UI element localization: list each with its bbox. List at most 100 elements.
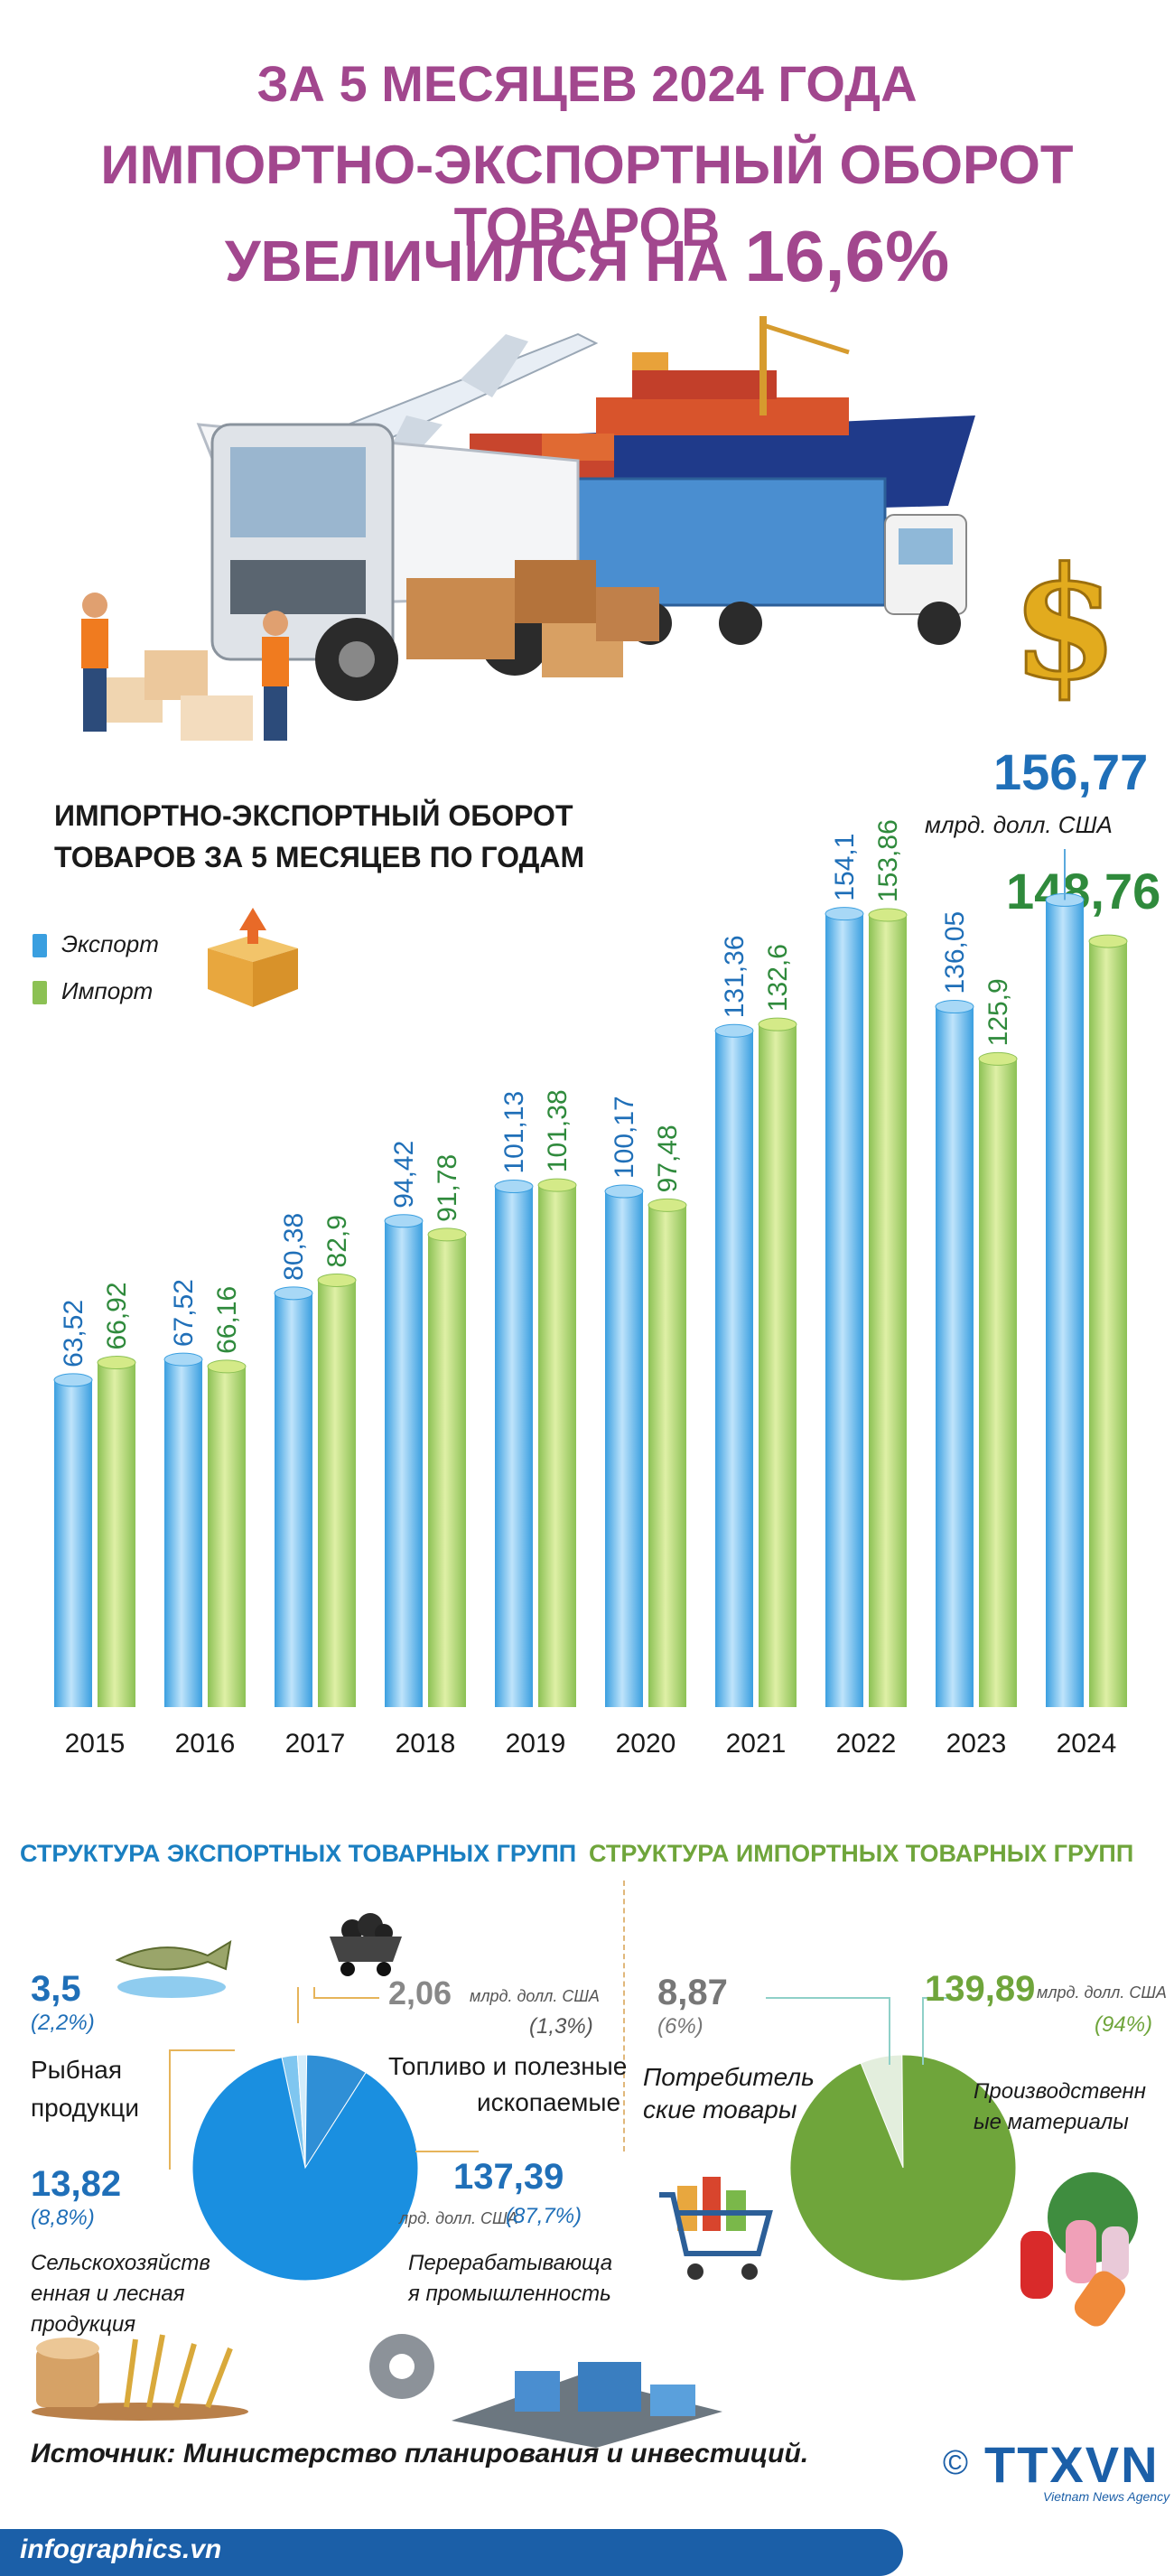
chart-title: ИМПОРТНО-ЭКСПОРТНЫЙ ОБОРОТ ТОВАРОВ ЗА 5 … [54, 799, 585, 873]
agri-label-3: продукция [31, 2312, 136, 2337]
data-label-import-2016: 66,16 [212, 1286, 242, 1354]
export-pie-slice-3 [191, 2057, 419, 2282]
thread-spools-icon [1020, 2172, 1138, 2327]
hero-illustration: $ [81, 316, 1120, 741]
bar-import-2017 [318, 1280, 356, 1707]
logo-subtitle: Vietnam News Agency [1043, 2489, 1170, 2504]
import-pie-slice-1 [789, 2054, 1017, 2282]
svg-text:$: $ [1011, 534, 1118, 714]
bar-cap-import-2017 [317, 1273, 357, 1287]
data-label-import-2022: 153,86 [873, 819, 903, 902]
site-link[interactable]: infographics.vn [20, 2534, 222, 2564]
bar-cap-import-2020 [648, 1198, 687, 1212]
data-label-export-2017: 80,38 [279, 1213, 309, 1281]
factory-icon [369, 2334, 722, 2448]
data-label-import-2017: 82,9 [322, 1215, 352, 1267]
x-tick-2018: 2018 [396, 1729, 456, 1759]
dollar-icon: $ [1011, 533, 1120, 716]
data-label-export-2022: 154,1 [830, 834, 860, 901]
container-truck-icon [540, 477, 967, 645]
x-tick-2017: 2017 [285, 1729, 346, 1759]
data-label-export-2018: 94,42 [389, 1141, 419, 1209]
bar-cap-import-2023 [978, 1051, 1018, 1066]
pie-charts [169, 1987, 1017, 2282]
bar-import-2015 [98, 1362, 135, 1707]
x-tick-2015: 2015 [65, 1729, 126, 1759]
data-label-export-2021: 131,36 [720, 935, 750, 1018]
title-line-3: УВЕЛИЧИЛСЯ НА 16,6% [0, 215, 1174, 298]
cons-label-2: ские товары [643, 2095, 797, 2123]
data-label-import-2023: 125,9 [983, 978, 1013, 1046]
import-leader-cons [766, 1997, 890, 2065]
bar-export-2021 [715, 1031, 753, 1707]
bar-cap-export-2021 [714, 1023, 754, 1038]
legend-label-import: Импорт [61, 977, 154, 1004]
fish-icon [115, 1940, 232, 1998]
cons-pct: (6%) [657, 2014, 703, 2039]
x-tick-2020: 2020 [616, 1729, 676, 1759]
open-box-icon [208, 908, 298, 1007]
legend-export: Экспорт [33, 930, 159, 958]
bar-export-2019 [495, 1186, 533, 1707]
title-line-2: ИМПОРТНО-ЭКСПОРТНЫЙ ОБОРОТ ТОВАРОВ [100, 135, 1074, 257]
legend-swatch-export [33, 934, 47, 958]
bar-export-2016 [164, 1359, 202, 1707]
import-structure-title: СТРУКТУРА ИМПОРТНЫХ ТОВАРНЫХ ГРУПП [589, 1840, 1134, 1867]
export-structure-title: СТРУКТУРА ЭКСПОРТНЫХ ТОВАРНЫХ ГРУПП [20, 1840, 577, 1867]
bar-cap-import-2024 [1088, 934, 1128, 948]
bar-export-2023 [936, 1006, 974, 1707]
worker-icon [81, 593, 289, 741]
section-divider [623, 1881, 625, 2151]
bar-cap-export-2018 [384, 1214, 424, 1228]
bar-import-2016 [208, 1366, 246, 1707]
proc-label-2: я промышленность [408, 2282, 611, 2306]
bar-import-2019 [538, 1185, 576, 1707]
proc-pct: (87,7%) [506, 2204, 582, 2228]
proc-unit: лрд. долл. США [399, 2209, 518, 2227]
data-label-import-2021: 132,6 [763, 944, 793, 1012]
copyright-symbol: © [943, 2444, 968, 2482]
data-label-export-2016: 67,52 [169, 1279, 199, 1347]
prod-value: 139,89 [925, 1969, 1036, 2009]
data-label-export-2019: 101,13 [499, 1091, 529, 1174]
x-tick-2021: 2021 [726, 1729, 787, 1759]
fuel-label-2: ископаемые [477, 2088, 621, 2116]
data-label-export-2023: 136,05 [940, 911, 970, 994]
bar-cap-import-2016 [207, 1359, 247, 1374]
bar-export-2022 [825, 913, 863, 1707]
cons-value: 8,87 [657, 1973, 728, 2012]
bar-import-2023 [979, 1059, 1017, 1707]
bar-import-2021 [759, 1024, 797, 1707]
cardboard-boxes-icon [99, 560, 659, 741]
data-label-import-2015: 66,92 [102, 1282, 132, 1349]
source-note: Источник: Министерство планирования и ин… [31, 2439, 809, 2469]
fuel-pct: (1,3%) [529, 2014, 593, 2039]
x-tick-2022: 2022 [836, 1729, 897, 1759]
bar-cap-export-2017 [274, 1286, 313, 1301]
agri-label-2: енная и лесная [31, 2282, 185, 2306]
fish-label-2: продукци [31, 2094, 139, 2122]
x-tick-2024: 2024 [1057, 1729, 1117, 1759]
highlight-export-value: 156,77 [993, 743, 1149, 800]
fish-label-1: Рыбная [31, 2056, 123, 2084]
bar-import-2020 [648, 1205, 686, 1707]
bar-import-2018 [428, 1234, 466, 1707]
x-tick-2019: 2019 [506, 1729, 566, 1759]
fuel-label-1: Топливо и полезные [388, 2052, 628, 2080]
legend-label-export: Экспорт [61, 930, 159, 957]
agri-value: 13,82 [31, 2164, 122, 2204]
bar-export-2024 [1046, 900, 1084, 1707]
white-truck-icon [196, 423, 580, 701]
highlight-unit: млрд. долл. США [925, 811, 1113, 838]
prod-label-2: ые материалы [974, 2110, 1129, 2134]
bar-chart: 63,52 66,92 2015 67,52 66,16 2016 80,38 82,9 201… [53, 819, 1128, 1759]
bar-export-2020 [605, 1191, 643, 1707]
bar-cap-import-2018 [427, 1227, 467, 1242]
ttxvn-logo: TTXVN [984, 2436, 1160, 2493]
data-label-export-2020: 100,17 [610, 1096, 639, 1179]
prod-pct: (94%) [1095, 2012, 1153, 2037]
export-leader-agri [169, 2049, 235, 2170]
bar-cap-export-2020 [604, 1184, 644, 1199]
title-line-1: ЗА 5 МЕСЯЦЕВ 2024 ГОДА [256, 55, 918, 112]
